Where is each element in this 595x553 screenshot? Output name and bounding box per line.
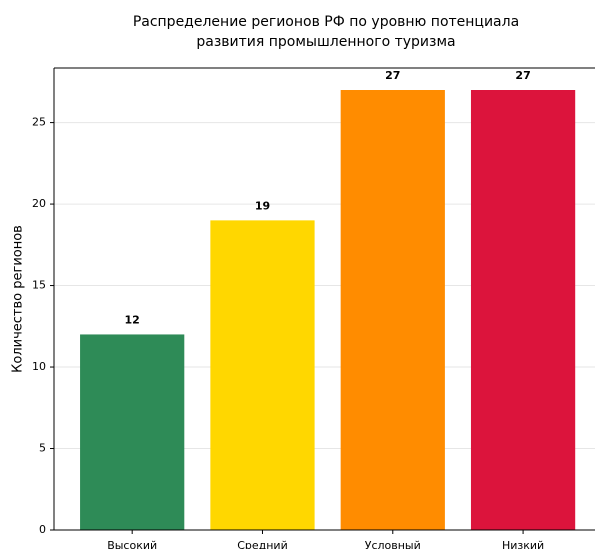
bar — [340, 90, 445, 530]
y-axis-label: Количество регионов — [11, 225, 26, 373]
bar — [210, 220, 315, 531]
y-tick-label: 5 — [39, 442, 46, 455]
x-tick-label: Условный — [365, 539, 421, 549]
value-label: 27 — [385, 69, 400, 82]
x-tick-label: Низкий — [502, 539, 544, 549]
value-label: 12 — [125, 313, 140, 326]
y-tick-label: 0 — [39, 523, 46, 536]
bar — [470, 90, 576, 530]
chart-title: Распределение регионов РФ по уровню поте… — [133, 14, 519, 30]
value-label: 27 — [515, 69, 530, 82]
bar — [80, 334, 185, 530]
value-label: 19 — [255, 199, 270, 212]
x-tick-label: Средний — [237, 539, 288, 549]
y-tick-label: 25 — [32, 116, 46, 129]
y-tick-label: 20 — [32, 197, 46, 210]
y-tick-label: 15 — [32, 279, 46, 292]
x-tick-label: Высокий — [107, 539, 157, 549]
chart-title: развития промышленного туризма — [196, 34, 455, 50]
y-tick-label: 10 — [32, 360, 46, 373]
